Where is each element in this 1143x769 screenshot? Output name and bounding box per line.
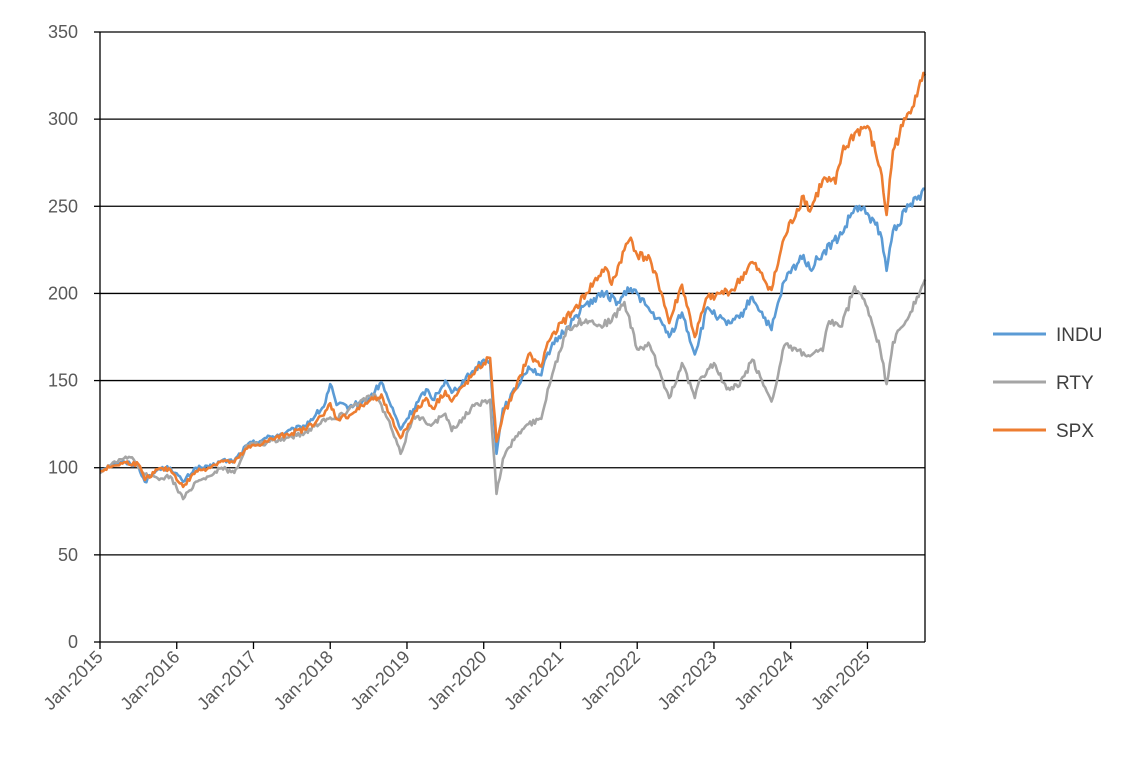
gridlines <box>100 31 925 556</box>
x-tick-label: Jan-2023 <box>654 647 721 714</box>
y-tick-label: 50 <box>58 545 78 565</box>
x-tick-label: Jan-2024 <box>730 647 797 714</box>
y-tick-label: 250 <box>48 196 78 216</box>
y-tick-label: 300 <box>48 109 78 129</box>
x-tick-label: Jan-2021 <box>500 647 567 714</box>
x-tick-label: Jan-2019 <box>347 647 414 714</box>
x-tick-label: Jan-2016 <box>116 647 183 714</box>
y-tick-label: 350 <box>48 22 78 42</box>
legend-label-indu: INDU <box>1056 325 1102 346</box>
x-tick-label: Jan-2025 <box>807 647 874 714</box>
legend-label-spx: SPX <box>1056 421 1094 442</box>
series-lines <box>99 71 927 501</box>
legend-label-rty: RTY <box>1056 373 1094 394</box>
series-line-indu <box>99 187 926 484</box>
x-tick-label: Jan-2015 <box>40 647 107 714</box>
y-tick-label: 200 <box>48 283 78 303</box>
legend: INDU RTY SPX <box>993 325 1102 442</box>
series-line-spx <box>99 71 927 489</box>
series-line-rty <box>99 279 927 501</box>
x-tick-label: Jan-2018 <box>270 647 337 714</box>
x-tick-label: Jan-2020 <box>423 647 490 714</box>
y-tick-label: 150 <box>48 371 78 391</box>
x-tick-label: Jan-2022 <box>577 647 644 714</box>
y-tick-label: 100 <box>48 458 78 478</box>
y-tick-label: 0 <box>68 632 78 652</box>
x-tick-label: Jan-2017 <box>193 647 260 714</box>
